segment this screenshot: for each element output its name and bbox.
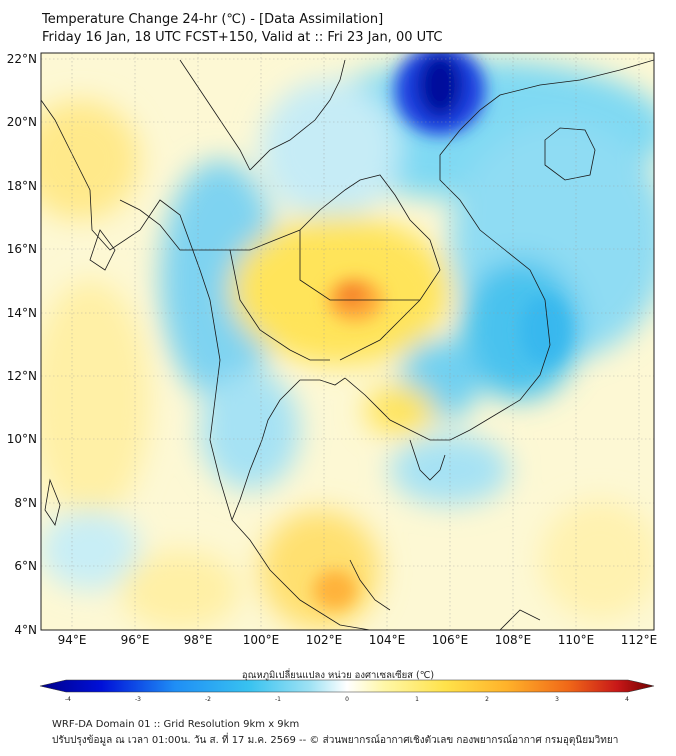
lat-label: 6°N	[14, 559, 37, 573]
lon-label: 110°E	[558, 633, 595, 647]
colorbar-tick: 1	[415, 696, 419, 703]
colorbar-tick: -3	[135, 696, 141, 703]
lon-label: 104°E	[369, 633, 406, 647]
chart-subtitle: Friday 16 Jan, 18 UTC FCST+150, Valid at…	[42, 30, 443, 45]
lat-label: 8°N	[14, 496, 37, 510]
colorbar-tick: -2	[205, 696, 211, 703]
lat-label: 12°N	[7, 369, 37, 383]
colorbar-label: อุณหภูมิเปลี่ยนแปลง หน่วย องศาเซลเซียส (…	[241, 670, 435, 681]
colorbar-tick: -1	[275, 696, 281, 703]
lon-label: 94°E	[58, 633, 87, 647]
lat-label: 4°N	[14, 623, 37, 637]
lat-label: 18°N	[7, 179, 37, 193]
colorbar-tick: 2	[485, 696, 489, 703]
temperature-field	[41, 53, 654, 630]
lon-label: 96°E	[121, 633, 150, 647]
footer-credit: ปรับปรุงข้อมูล ณ เวลา 01:00น. วัน ส. ที่…	[52, 735, 619, 746]
footer-model-info: WRF-DA Domain 01 :: Grid Resolution 9km …	[52, 719, 300, 730]
colorbar-tick: 4	[625, 696, 629, 703]
colorbar-bar	[39, 679, 655, 693]
colorbar-tick: -4	[65, 696, 71, 703]
lat-label: 14°N	[7, 306, 37, 320]
lat-label: 20°N	[7, 115, 37, 129]
lon-label: 102°E	[306, 633, 343, 647]
colorbar: -4 -3 -2 -1 0 1 2 3 4	[39, 679, 655, 703]
colorbar-tick: 3	[555, 696, 559, 703]
lat-label: 10°N	[7, 432, 37, 446]
lat-label: 16°N	[7, 242, 37, 256]
chart-title: Temperature Change 24-hr (℃) - [Data Ass…	[42, 12, 384, 27]
country-borders	[41, 59, 654, 630]
lon-label: 98°E	[184, 633, 213, 647]
lon-label: 112°E	[621, 633, 658, 647]
lon-label: 108°E	[495, 633, 532, 647]
colorbar-tick: 0	[345, 696, 349, 703]
map-frame	[40, 52, 655, 631]
lon-label: 106°E	[432, 633, 469, 647]
lat-label: 22°N	[7, 52, 37, 66]
graticule	[41, 53, 654, 630]
lon-label: 100°E	[243, 633, 280, 647]
